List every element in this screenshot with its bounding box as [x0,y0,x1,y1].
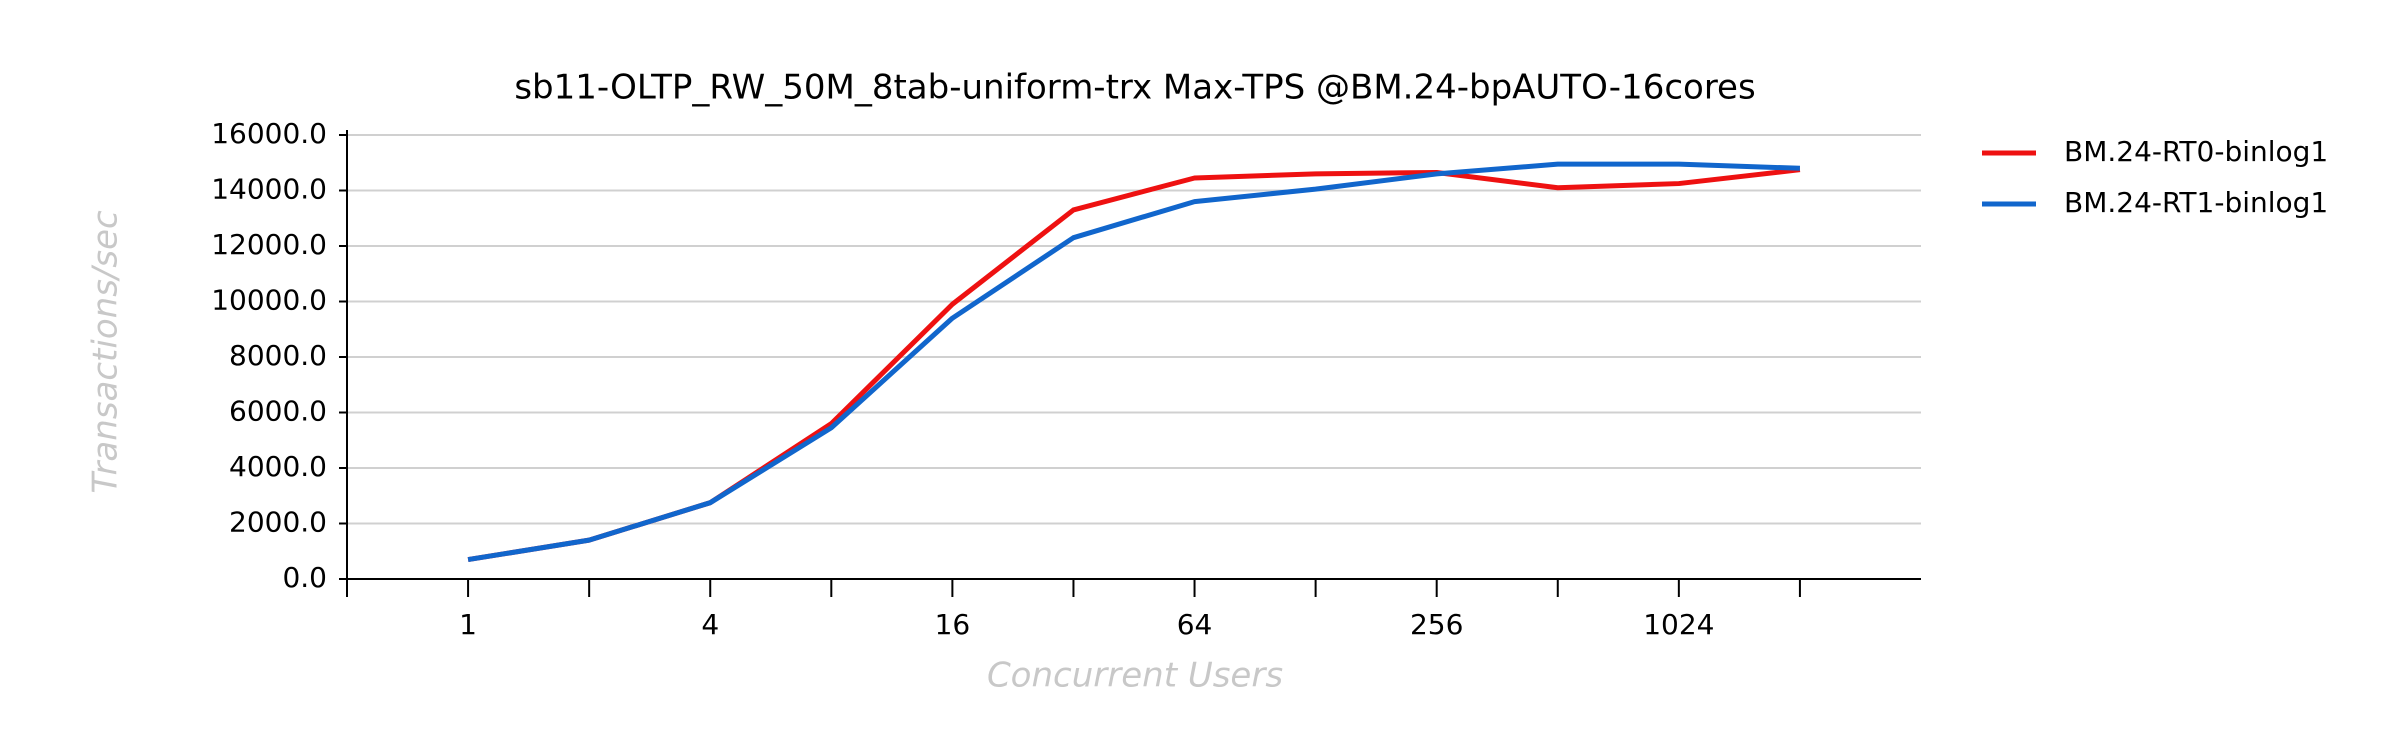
chart-title: sb11-OLTP_RW_50M_8tab-uniform-trx Max-TP… [514,68,1755,108]
y-tick-label: 10000.0 [211,284,327,317]
x-tick-label: 64 [1177,608,1213,641]
y-tick-label: 14000.0 [211,173,327,206]
y-tick-label: 16000.0 [211,117,327,150]
y-axis-label: Transactions/sec [86,210,126,494]
y-tick-label: 2000.0 [229,506,327,539]
y-tick-label: 4000.0 [229,450,327,483]
y-tick-label: 8000.0 [229,339,327,372]
x-tick-label: 1024 [1643,608,1714,641]
y-tick-label: 6000.0 [229,395,327,428]
series-line [467,167,1801,563]
x-axis-label: Concurrent Users [987,656,1283,696]
x-tick-label: 1 [459,608,477,641]
series-line [467,161,1801,563]
legend-label: BM.24-RT0-binlog1 [2064,135,2328,168]
x-tick-label: 256 [1410,608,1463,641]
legend-label: BM.24-RT1-binlog1 [2064,186,2328,219]
y-tick-label: 0.0 [282,561,327,594]
x-tick-label: 16 [935,608,971,641]
y-tick-label: 12000.0 [211,228,327,261]
x-tick-label: 4 [701,608,719,641]
